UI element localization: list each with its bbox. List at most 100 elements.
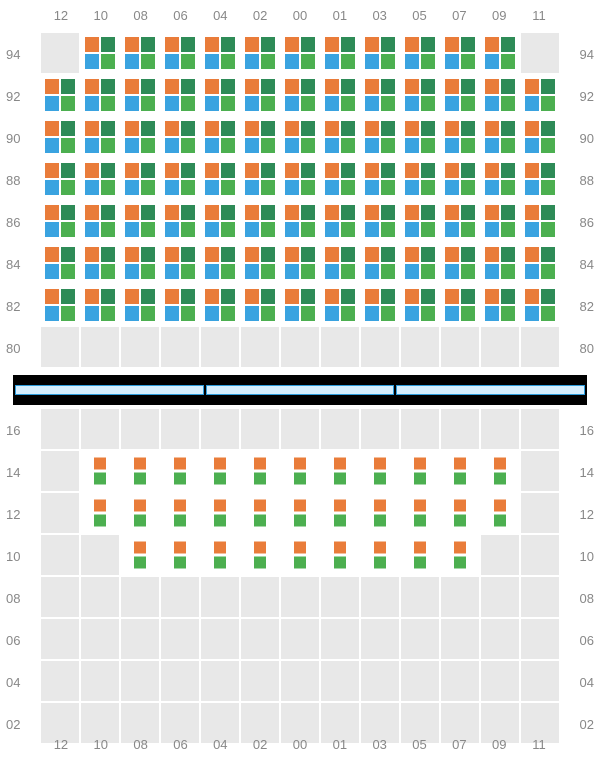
seat-cell[interactable] [241, 33, 279, 73]
seat-cell[interactable] [201, 33, 239, 73]
seat-cell[interactable] [401, 33, 439, 73]
seat-cell[interactable] [521, 117, 559, 157]
seat-cell[interactable] [241, 201, 279, 241]
seat-cell[interactable] [201, 535, 239, 575]
seat-cell[interactable] [41, 285, 79, 325]
seat-cell[interactable] [121, 535, 159, 575]
seat-cell[interactable] [321, 117, 359, 157]
seat-cell[interactable] [41, 201, 79, 241]
seat-cell[interactable] [161, 159, 199, 199]
seat-cell[interactable] [521, 243, 559, 283]
seat-cell[interactable] [161, 285, 199, 325]
seat-cell[interactable] [281, 243, 319, 283]
seat-cell[interactable] [161, 535, 199, 575]
seat-cell[interactable] [281, 33, 319, 73]
seat-cell[interactable] [521, 201, 559, 241]
seat-cell[interactable] [481, 75, 519, 115]
seat-cell[interactable] [441, 117, 479, 157]
seat-cell[interactable] [481, 285, 519, 325]
seat-cell[interactable] [441, 535, 479, 575]
seat-cell[interactable] [281, 493, 319, 533]
seat-cell[interactable] [481, 33, 519, 73]
seat-cell[interactable] [321, 451, 359, 491]
seat-cell[interactable] [121, 159, 159, 199]
seat-cell[interactable] [41, 159, 79, 199]
seat-cell[interactable] [441, 285, 479, 325]
seat-cell[interactable] [521, 159, 559, 199]
seat-cell[interactable] [321, 535, 359, 575]
seat-cell[interactable] [201, 75, 239, 115]
seat-cell[interactable] [121, 117, 159, 157]
seat-cell[interactable] [81, 159, 119, 199]
seat-cell[interactable] [441, 243, 479, 283]
seat-cell[interactable] [201, 451, 239, 491]
seat-cell[interactable] [121, 493, 159, 533]
seat-cell[interactable] [361, 117, 399, 157]
seat-cell[interactable] [441, 159, 479, 199]
seat-cell[interactable] [281, 75, 319, 115]
seat-cell[interactable] [201, 285, 239, 325]
seat-cell[interactable] [321, 243, 359, 283]
seat-cell[interactable] [121, 75, 159, 115]
seat-cell[interactable] [361, 243, 399, 283]
seat-cell[interactable] [121, 285, 159, 325]
seat-cell[interactable] [401, 493, 439, 533]
seat-cell[interactable] [441, 75, 479, 115]
seat-cell[interactable] [361, 493, 399, 533]
seat-cell[interactable] [521, 285, 559, 325]
seat-cell[interactable] [121, 33, 159, 73]
seat-cell[interactable] [361, 285, 399, 325]
seat-cell[interactable] [401, 201, 439, 241]
seat-cell[interactable] [241, 159, 279, 199]
seat-cell[interactable] [281, 535, 319, 575]
seat-cell[interactable] [241, 535, 279, 575]
seat-cell[interactable] [321, 201, 359, 241]
seat-cell[interactable] [81, 243, 119, 283]
seat-cell[interactable] [161, 75, 199, 115]
seat-cell[interactable] [361, 33, 399, 73]
seat-cell[interactable] [401, 159, 439, 199]
seat-cell[interactable] [241, 285, 279, 325]
seat-cell[interactable] [441, 33, 479, 73]
seat-cell[interactable] [281, 117, 319, 157]
seat-cell[interactable] [441, 451, 479, 491]
seat-cell[interactable] [401, 535, 439, 575]
seat-cell[interactable] [481, 201, 519, 241]
seat-cell[interactable] [41, 243, 79, 283]
seat-cell[interactable] [241, 493, 279, 533]
seat-cell[interactable] [481, 159, 519, 199]
seat-cell[interactable] [161, 243, 199, 283]
seat-cell[interactable] [161, 493, 199, 533]
seat-cell[interactable] [41, 117, 79, 157]
seat-cell[interactable] [201, 243, 239, 283]
seat-cell[interactable] [361, 535, 399, 575]
seat-cell[interactable] [281, 159, 319, 199]
seat-cell[interactable] [401, 117, 439, 157]
seat-cell[interactable] [441, 493, 479, 533]
seat-cell[interactable] [201, 493, 239, 533]
seat-cell[interactable] [201, 201, 239, 241]
seat-cell[interactable] [401, 75, 439, 115]
seat-cell[interactable] [81, 75, 119, 115]
seat-cell[interactable] [81, 201, 119, 241]
seat-cell[interactable] [361, 451, 399, 491]
seat-cell[interactable] [81, 451, 119, 491]
seat-cell[interactable] [201, 159, 239, 199]
seat-cell[interactable] [241, 75, 279, 115]
seat-cell[interactable] [481, 243, 519, 283]
seat-cell[interactable] [41, 75, 79, 115]
seat-cell[interactable] [161, 451, 199, 491]
seat-cell[interactable] [81, 117, 119, 157]
seat-cell[interactable] [361, 201, 399, 241]
seat-cell[interactable] [121, 451, 159, 491]
seat-cell[interactable] [281, 201, 319, 241]
seat-cell[interactable] [481, 117, 519, 157]
seat-cell[interactable] [481, 493, 519, 533]
seat-cell[interactable] [81, 285, 119, 325]
seat-cell[interactable] [361, 159, 399, 199]
seat-cell[interactable] [441, 201, 479, 241]
seat-cell[interactable] [281, 451, 319, 491]
seat-cell[interactable] [361, 75, 399, 115]
seat-cell[interactable] [241, 451, 279, 491]
seat-cell[interactable] [161, 201, 199, 241]
